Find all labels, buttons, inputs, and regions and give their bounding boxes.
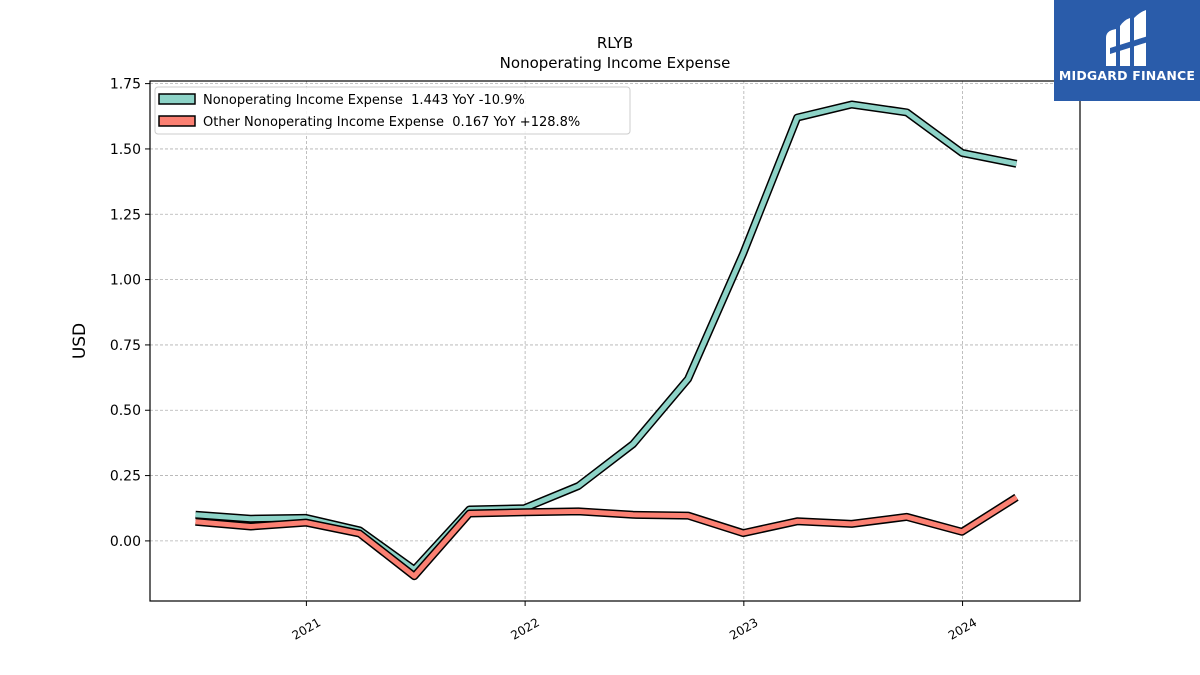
y-tick-label: 0.50: [110, 403, 141, 419]
legend-item-other-nonoperating: Other Nonoperating Income Expense 0.167 …: [158, 115, 580, 130]
x-tick-label: 2022: [508, 615, 541, 642]
legend-swatch-nonoperating: [158, 93, 196, 105]
x-tick-label: 2021: [290, 615, 323, 642]
y-tick-label: 1.75: [110, 77, 141, 93]
brand-name: MIDGARD FINANCE: [1058, 68, 1196, 83]
legend-label-other-nonoperating: Other Nonoperating Income Expense 0.167 …: [203, 115, 580, 130]
y-tick-label: 0.75: [110, 338, 141, 354]
y-tick-label: 1.00: [110, 273, 141, 289]
series-line-outline: [195, 100, 1018, 574]
y-axis-label: USD: [70, 323, 90, 359]
y-tick-label: 1.25: [110, 207, 141, 223]
brand-logo: MIDGARD FINANCE: [1054, 0, 1200, 101]
legend-item-nonoperating: Nonoperating Income Expense 1.443 YoY -1…: [158, 93, 525, 108]
legend-box: [154, 86, 631, 135]
legend-swatch-other-nonoperating: [158, 115, 196, 127]
y-axis: 0.00 0.25 0.50 0.75 1.00 1.25 1.50 1.75: [110, 77, 150, 550]
midgard-m-logo-icon: [1106, 10, 1148, 66]
chart-subtitle: Nonoperating Income Expense: [500, 54, 731, 72]
grid-lines: [150, 81, 1080, 601]
series-line-0: [195, 100, 1018, 574]
y-tick-label: 0.25: [110, 469, 141, 485]
y-tick-label: 1.50: [110, 142, 141, 158]
x-tick-label: 2024: [946, 615, 979, 642]
series-line-fill: [195, 102, 1017, 573]
legend-label-nonoperating: Nonoperating Income Expense 1.443 YoY -1…: [203, 93, 525, 108]
series-line-1: [195, 493, 1019, 581]
legend: Nonoperating Income Expense 1.443 YoY -1…: [154, 86, 631, 135]
x-axis: 2021 2022 2023 2024: [290, 601, 979, 643]
x-tick-label: 2023: [727, 615, 760, 642]
plot-frame: [149, 80, 1081, 602]
series-layer: [195, 100, 1019, 581]
y-tick-label: 0.00: [110, 534, 141, 550]
series-line-fill: [195, 495, 1018, 579]
chart-title: RLYB: [597, 34, 633, 52]
series-line-outline: [195, 493, 1019, 581]
